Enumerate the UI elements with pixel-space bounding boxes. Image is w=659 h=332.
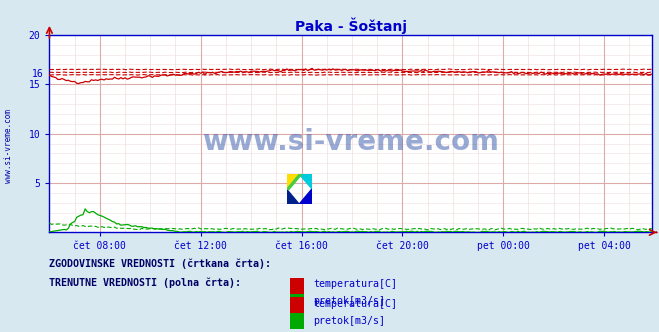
Text: ZGODOVINSKE VREDNOSTI (črtkana črta):: ZGODOVINSKE VREDNOSTI (črtkana črta): (49, 259, 272, 269)
Polygon shape (287, 174, 302, 189)
Title: Paka - Šoštanj: Paka - Šoštanj (295, 17, 407, 34)
Text: www.si-vreme.com: www.si-vreme.com (4, 109, 13, 183)
Text: TRENUTNE VREDNOSTI (polna črta):: TRENUTNE VREDNOSTI (polna črta): (49, 277, 241, 288)
Text: www.si-vreme.com: www.si-vreme.com (202, 127, 500, 155)
Polygon shape (299, 189, 312, 204)
Text: pretok[m3/s]: pretok[m3/s] (313, 316, 385, 326)
Text: temperatura[C]: temperatura[C] (313, 279, 397, 289)
Polygon shape (299, 174, 312, 189)
Text: 16: 16 (32, 69, 43, 79)
Polygon shape (287, 174, 299, 189)
Polygon shape (287, 189, 299, 204)
Text: pretok[m3/s]: pretok[m3/s] (313, 296, 385, 306)
Text: temperatura[C]: temperatura[C] (313, 299, 397, 309)
